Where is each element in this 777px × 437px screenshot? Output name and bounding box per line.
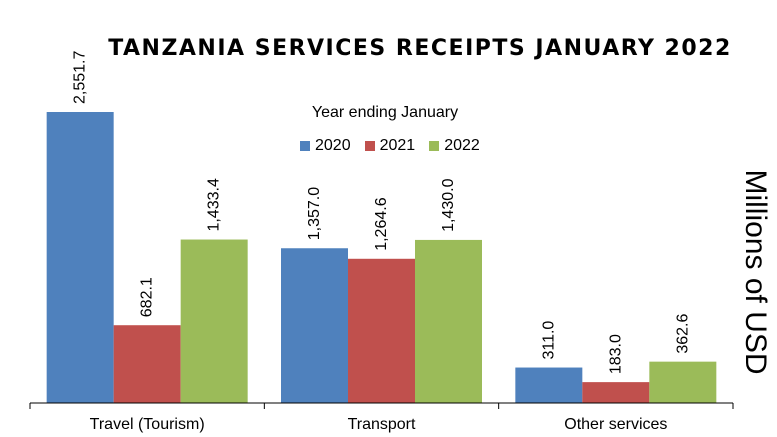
legend: 2020 2021 2022 [300,137,480,155]
bar-2021 [348,258,415,403]
chart-title: TANZANIA SERVICES RECEIPTS JANUARY 2022 [108,36,732,61]
data-label: 1,264.6 [373,197,390,250]
legend-swatch [429,141,440,151]
bar-2020 [515,367,583,403]
data-label: 682.1 [139,277,156,317]
bar-2020 [281,248,348,403]
data-label: 1,430.0 [440,178,457,231]
data-label: 311.0 [540,321,557,360]
bar-2022 [415,239,482,403]
x-tick-label: Other services [564,416,667,433]
bar-2021 [113,325,181,403]
y-axis-label: Millions of USD [739,169,772,375]
data-label: 1,433.4 [206,178,223,231]
data-label: 183.0 [607,334,624,374]
legend-item-2020: 2020 [300,137,351,155]
data-label: 1,357.0 [306,187,323,240]
x-tick-label: Transport [348,416,416,433]
legend-item-2021: 2021 [364,137,416,155]
bar-2022 [649,361,717,403]
legend-label: 2022 [444,137,480,154]
legend-item-2022: 2022 [429,137,480,155]
bar-2022 [180,239,248,403]
legend-title: Year ending January [311,104,459,121]
x-tick-label: Travel (Tourism) [90,416,205,433]
bar-2020 [46,112,114,403]
bar-2021 [582,382,650,403]
data-label: 362.6 [674,314,691,354]
legend-swatch [300,141,310,151]
legend-label: 2020 [315,137,351,154]
legend-swatch [364,141,375,151]
data-label: 2,551.7 [72,51,89,104]
legend-label: 2021 [379,137,416,154]
